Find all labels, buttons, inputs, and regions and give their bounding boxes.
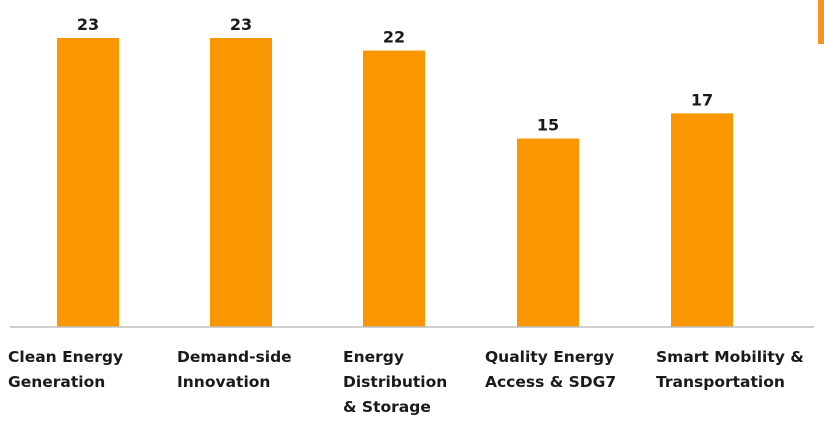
- data-label-5: 17: [691, 90, 713, 109]
- bar-1: [57, 38, 119, 327]
- category-label-line: Quality Energy: [485, 348, 614, 366]
- data-labels-group: 23 23 22 15 17: [77, 15, 713, 135]
- category-label-line: Smart Mobility &: [656, 348, 804, 366]
- category-label-line: Innovation: [177, 373, 270, 391]
- edge-marker: [818, 0, 824, 44]
- category-label-line: Energy: [343, 348, 404, 366]
- bar-5: [671, 113, 733, 328]
- bar-2: [210, 38, 272, 327]
- category-label-line: Clean Energy: [8, 348, 123, 366]
- category-label-line: Transportation: [656, 373, 785, 391]
- category-label-line: Demand-side: [177, 348, 292, 366]
- data-label-4: 15: [537, 116, 559, 135]
- category-labels-group: Clean Energy Generation Demand-side Innovat…: [8, 348, 804, 416]
- data-label-3: 22: [383, 28, 405, 47]
- data-label-1: 23: [77, 15, 99, 34]
- category-label-2: Demand-side Innovation: [177, 348, 292, 391]
- category-label-4: Quality Energy Access & SDG7: [485, 348, 616, 391]
- data-label-2: 23: [230, 15, 252, 34]
- bar-3: [363, 50, 425, 327]
- category-label-line: Access & SDG7: [485, 373, 616, 391]
- category-label-line: & Storage: [343, 398, 431, 416]
- category-label-1: Clean Energy Generation: [8, 348, 123, 391]
- category-label-line: Distribution: [343, 373, 447, 391]
- category-label-line: Generation: [8, 373, 105, 391]
- category-label-5: Smart Mobility & Transportation: [656, 348, 804, 391]
- category-label-3: Energy Distribution & Storage: [343, 348, 447, 416]
- bar-4: [517, 138, 579, 327]
- bars-group: [57, 38, 733, 328]
